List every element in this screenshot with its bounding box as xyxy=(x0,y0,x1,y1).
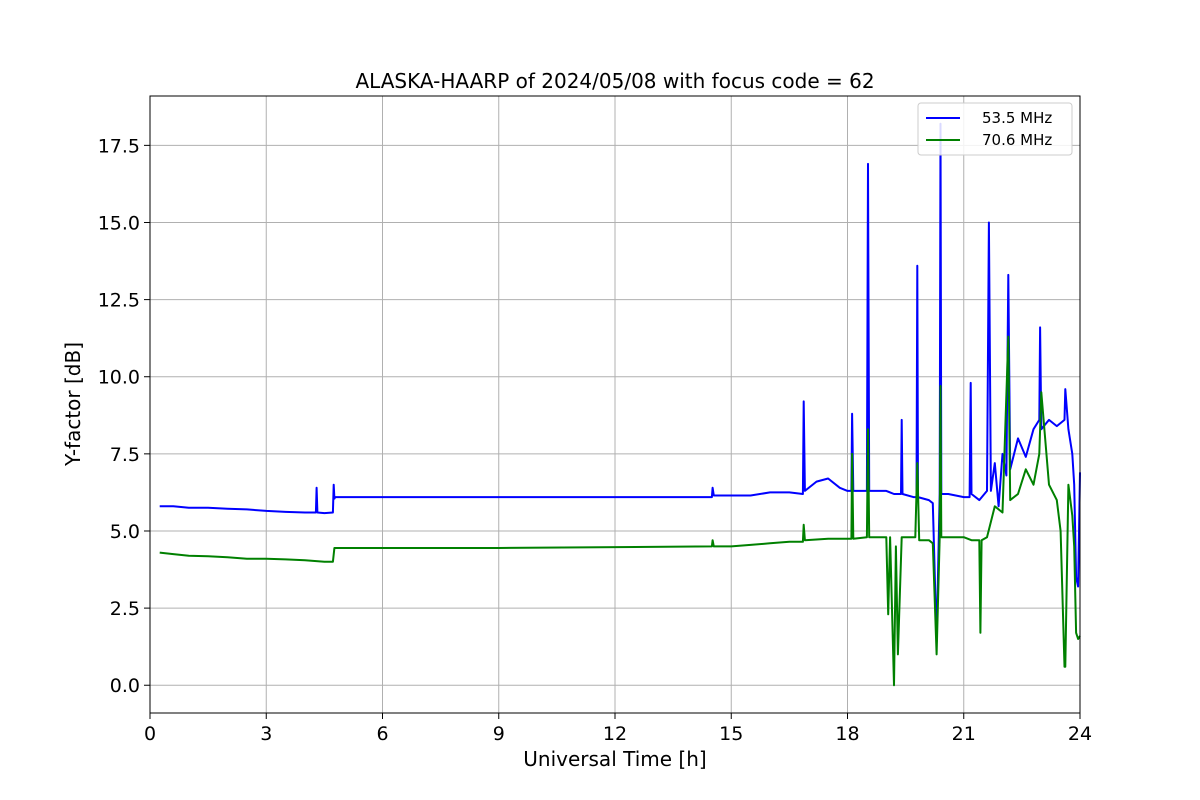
series-line-53-5-mhz xyxy=(159,122,1081,643)
chart-title: ALASKA-HAARP of 2024/05/08 with focus co… xyxy=(355,69,874,93)
x-tick-label: 6 xyxy=(376,723,388,745)
x-tick-label: 18 xyxy=(835,723,859,745)
series-line-70-6-mhz xyxy=(159,335,1081,687)
y-axis-ticks: 0.0 2.5 5.0 7.5 10.0 12.5 15.0 17.5 xyxy=(98,135,150,697)
y-tick-label: 2.5 xyxy=(110,598,140,620)
x-tick-label: 0 xyxy=(144,723,156,745)
y-axis-title: Y-factor [dB] xyxy=(61,342,85,467)
x-tick-label: 21 xyxy=(952,723,976,745)
x-axis-title: Universal Time [h] xyxy=(523,747,706,771)
x-tick-label: 12 xyxy=(603,723,627,745)
y-tick-label: 15.0 xyxy=(98,212,140,234)
y-tick-label: 7.5 xyxy=(110,444,140,466)
series-lines xyxy=(159,122,1081,687)
legend-label-70-6: 70.6 MHz xyxy=(982,131,1052,149)
y-tick-label: 5.0 xyxy=(110,521,140,543)
y-tick-label: 17.5 xyxy=(98,135,140,157)
y-tick-label: 0.0 xyxy=(110,675,140,697)
legend-box xyxy=(917,102,1073,156)
x-tick-label: 15 xyxy=(719,723,743,745)
y-tick-label: 10.0 xyxy=(98,367,140,389)
legend-label-53-5: 53.5 MHz xyxy=(982,109,1052,127)
x-tick-label: 24 xyxy=(1068,723,1092,745)
x-axis-ticks: 0 3 6 9 12 15 18 21 24 xyxy=(144,713,1092,745)
legend: 53.5 MHz 70.6 MHz xyxy=(917,102,1073,156)
y-tick-label: 12.5 xyxy=(98,290,140,312)
x-tick-label: 9 xyxy=(493,723,505,745)
x-tick-label: 3 xyxy=(260,723,272,745)
